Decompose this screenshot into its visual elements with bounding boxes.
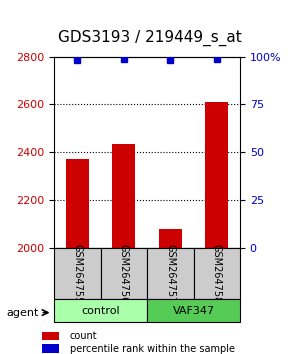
Bar xyxy=(205,102,228,248)
FancyBboxPatch shape xyxy=(194,248,240,299)
Bar xyxy=(41,344,59,353)
Text: GSM264756: GSM264756 xyxy=(119,244,129,303)
Text: GSM264757: GSM264757 xyxy=(165,244,175,303)
Bar xyxy=(112,144,135,248)
Text: percentile rank within the sample: percentile rank within the sample xyxy=(70,343,235,354)
Text: VAF347: VAF347 xyxy=(172,306,214,316)
Text: GSM264755: GSM264755 xyxy=(72,244,82,303)
Bar xyxy=(41,332,59,341)
Text: control: control xyxy=(81,306,120,316)
Text: agent: agent xyxy=(6,308,38,318)
Text: GDS3193 / 219449_s_at: GDS3193 / 219449_s_at xyxy=(58,30,242,46)
Text: GSM264758: GSM264758 xyxy=(212,244,222,303)
FancyBboxPatch shape xyxy=(54,299,147,322)
FancyBboxPatch shape xyxy=(147,299,240,322)
Text: count: count xyxy=(70,331,97,341)
Bar xyxy=(66,159,89,248)
FancyBboxPatch shape xyxy=(54,248,100,299)
Bar xyxy=(159,229,182,248)
FancyBboxPatch shape xyxy=(100,248,147,299)
FancyBboxPatch shape xyxy=(147,248,194,299)
